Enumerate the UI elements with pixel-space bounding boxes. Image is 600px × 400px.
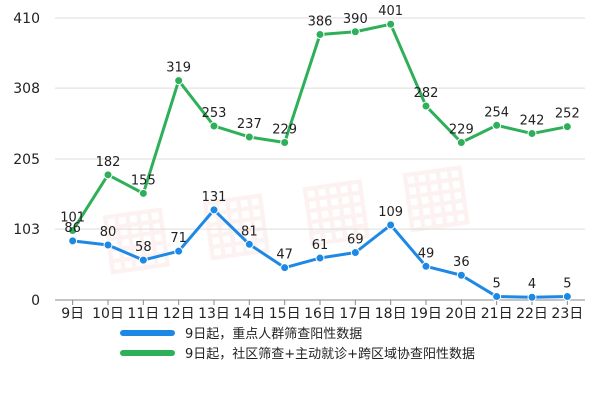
series-1-data-label: 69 xyxy=(347,233,364,248)
series-1-data-label: 86 xyxy=(64,221,81,236)
series-1-data-label: 80 xyxy=(100,225,117,240)
series-2-point xyxy=(562,122,572,132)
y-tick-label: 103 xyxy=(13,222,40,238)
x-tick-label: 9日 xyxy=(61,306,84,322)
legend-label-2: 9日起，社区筛查+主动就诊+跨区域协查阳性数据 xyxy=(185,346,475,362)
series-1-data-label: 131 xyxy=(202,190,227,205)
series-2-point xyxy=(386,19,396,29)
series-1-point xyxy=(350,248,360,258)
series-2-data-label: 252 xyxy=(555,107,580,122)
series-2-data-label: 237 xyxy=(237,117,262,132)
series-2-data-label: 253 xyxy=(202,106,227,121)
series-1-data-label: 36 xyxy=(453,255,470,270)
x-tick-label: 18日 xyxy=(375,306,407,322)
series-1-point xyxy=(244,239,254,249)
legend-swatch-1 xyxy=(120,330,175,336)
series-2-data-label: 319 xyxy=(166,61,191,76)
x-tick-label: 14日 xyxy=(233,306,265,322)
series-2-data-label: 401 xyxy=(378,4,403,19)
series-2-point xyxy=(350,27,360,37)
series-2-data-label: 386 xyxy=(308,15,333,30)
series-2-data-label: 282 xyxy=(414,86,439,101)
series-1-data-label: 49 xyxy=(418,246,435,261)
series-1-point xyxy=(103,240,113,250)
series-2-point xyxy=(492,120,502,130)
series-2-point xyxy=(138,188,148,198)
series-1-point xyxy=(280,263,290,273)
series-2-data-label: 254 xyxy=(484,105,509,120)
x-tick-label: 10日 xyxy=(92,306,124,322)
series-2-data-label: 390 xyxy=(343,12,368,27)
series-1-data-label: 5 xyxy=(493,277,501,292)
y-tick-label: 410 xyxy=(13,11,40,27)
series-1-point xyxy=(315,253,325,263)
series-2-data-label: 101 xyxy=(60,211,85,226)
legend-swatch-2 xyxy=(120,350,175,356)
series-2-data-label: 229 xyxy=(272,122,297,137)
series-2-point xyxy=(174,76,184,86)
legend-label-1: 9日起，重点人群筛查阳性数据 xyxy=(185,326,362,342)
series-1-point xyxy=(138,255,148,265)
series-1-point xyxy=(209,205,219,215)
series-1-point xyxy=(562,292,572,302)
series-2-point xyxy=(527,129,537,139)
series-1-data-label: 61 xyxy=(312,238,329,253)
series-1-data-label: 71 xyxy=(170,231,187,246)
series-2-data-label: 242 xyxy=(520,114,545,129)
series-2-point xyxy=(280,137,290,147)
y-tick-label: 308 xyxy=(13,81,40,97)
series-2-point xyxy=(103,170,113,180)
series-1-point xyxy=(68,236,78,246)
series-2-point xyxy=(209,121,219,131)
series-2-point xyxy=(456,137,466,147)
series-1-point xyxy=(492,292,502,302)
series-2-data-label: 155 xyxy=(131,173,156,188)
x-tick-label: 20日 xyxy=(445,306,477,322)
x-tick-label: 19日 xyxy=(410,306,442,322)
series-1-point xyxy=(456,270,466,280)
x-tick-label: 16日 xyxy=(304,306,336,322)
x-tick-label: 17日 xyxy=(339,306,371,322)
series-1-data-label: 58 xyxy=(135,240,152,255)
x-tick-label: 23日 xyxy=(551,306,583,322)
x-tick-label: 11日 xyxy=(127,306,159,322)
series-2-point xyxy=(244,132,254,142)
x-tick-label: 22日 xyxy=(516,306,548,322)
series-1-data-label: 47 xyxy=(276,248,293,263)
x-tick-label: 21日 xyxy=(481,306,513,322)
series-1-point xyxy=(174,246,184,256)
series-layer xyxy=(68,19,572,302)
series-1-data-label: 81 xyxy=(241,224,258,239)
series-2-data-label: 182 xyxy=(96,155,121,170)
series-2-point xyxy=(421,101,431,111)
series-1-data-label: 4 xyxy=(528,277,536,292)
y-axis: 0 103 205 308 410 xyxy=(13,11,40,309)
x-tick-label: 13日 xyxy=(198,306,230,322)
series-1-point xyxy=(421,261,431,271)
series-2-point xyxy=(68,226,78,236)
series-1-data-label: 109 xyxy=(378,205,403,220)
legend: 9日起，重点人群筛查阳性数据 9日起，社区筛查+主动就诊+跨区域协查阳性数据 xyxy=(120,326,475,362)
series-2-data-label: 229 xyxy=(449,122,474,137)
x-tick-label: 12日 xyxy=(163,306,195,322)
x-tick-label: 15日 xyxy=(269,306,301,322)
y-tick-label: 205 xyxy=(13,152,40,168)
series-1-point xyxy=(386,220,396,230)
data-labels: 86 80 58 71 131 81 47 61 69 109 49 36 5 4 5 101 182 155 31… xyxy=(60,4,579,292)
series-2-point xyxy=(315,30,325,40)
series-1-data-label: 5 xyxy=(563,277,571,292)
x-axis: 9日 10日 11日 12日 13日 14日 15日 16日 17日 18日 19日 20日 21日 22… xyxy=(55,299,585,322)
y-tick-label: 0 xyxy=(31,293,40,309)
series-1-point xyxy=(527,292,537,302)
